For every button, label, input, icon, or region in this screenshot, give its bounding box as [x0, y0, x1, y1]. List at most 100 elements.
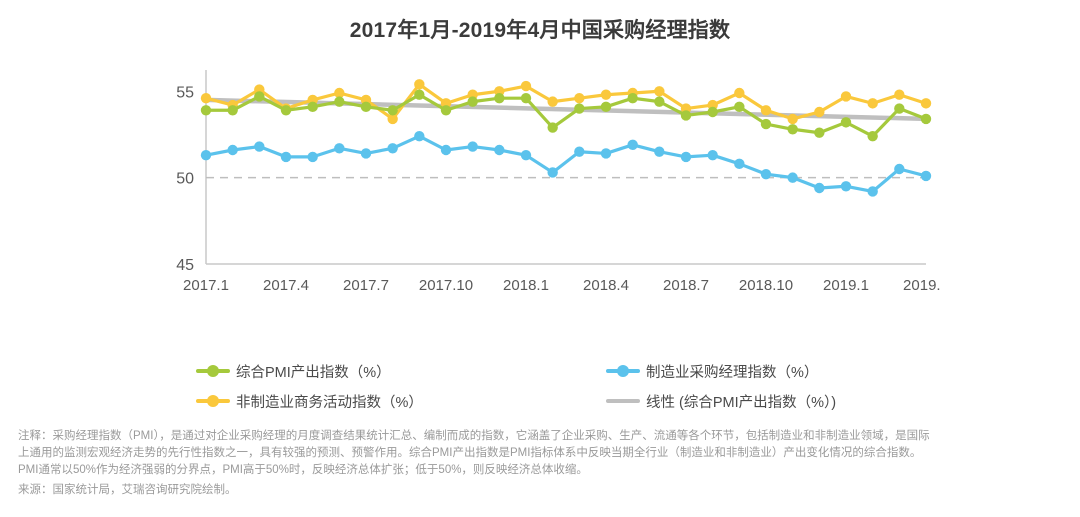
data-point[interactable] — [547, 122, 558, 133]
source-line: 来源：国家统计局，艾瑞咨询研究院绘制。 — [18, 484, 237, 496]
data-point[interactable] — [600, 101, 612, 113]
data-point[interactable] — [840, 181, 852, 192]
data-point[interactable] — [787, 172, 798, 183]
data-point[interactable] — [387, 143, 398, 154]
data-point[interactable] — [467, 96, 478, 107]
series-group — [200, 89, 932, 142]
data-point[interactable] — [760, 118, 772, 130]
data-point[interactable] — [334, 87, 345, 99]
data-point[interactable] — [307, 101, 318, 113]
legend-item[interactable]: 线性 (综合PMI产出指数（%）) — [606, 390, 836, 412]
data-point[interactable] — [840, 117, 852, 128]
x-axis-tick-label: 2017.7 — [343, 277, 389, 294]
x-axis-tick-label: 2017.10 — [419, 277, 473, 294]
data-point[interactable] — [254, 91, 265, 102]
data-point[interactable] — [814, 127, 825, 138]
data-point[interactable] — [200, 149, 212, 161]
data-point[interactable] — [440, 144, 452, 156]
data-point[interactable] — [440, 105, 452, 116]
data-point[interactable] — [760, 168, 772, 180]
data-point[interactable] — [414, 130, 425, 142]
data-point[interactable] — [227, 144, 238, 156]
data-point[interactable] — [680, 151, 692, 163]
data-point[interactable] — [467, 141, 478, 152]
data-point[interactable] — [627, 92, 638, 104]
legend-marker-icon — [196, 394, 230, 408]
data-point[interactable] — [520, 149, 532, 161]
data-point[interactable] — [734, 101, 745, 113]
data-point[interactable] — [520, 80, 532, 92]
data-point[interactable] — [920, 113, 932, 125]
data-point[interactable] — [254, 141, 265, 152]
data-point[interactable] — [414, 89, 425, 100]
data-point[interactable] — [200, 105, 212, 116]
data-point[interactable] — [734, 158, 745, 170]
data-point[interactable] — [494, 144, 505, 156]
legend-marker-icon — [196, 364, 230, 378]
data-point[interactable] — [734, 87, 745, 99]
data-point[interactable] — [600, 89, 612, 100]
data-point[interactable] — [574, 103, 585, 114]
data-point[interactable] — [920, 170, 932, 182]
data-point[interactable] — [814, 106, 825, 118]
data-point[interactable] — [707, 106, 718, 118]
x-axis-tick-label: 2017.1 — [183, 277, 229, 294]
legend-item[interactable]: 综合PMI产出指数（%） — [196, 360, 391, 382]
data-point[interactable] — [574, 146, 585, 157]
data-point[interactable] — [334, 143, 345, 154]
data-point[interactable] — [894, 163, 905, 175]
data-point[interactable] — [600, 148, 612, 159]
x-axis-tick-label: 2018.10 — [739, 277, 793, 294]
legend-marker-icon — [606, 364, 640, 378]
data-point[interactable] — [787, 113, 798, 125]
data-point[interactable] — [894, 103, 905, 114]
data-point[interactable] — [387, 113, 398, 125]
legend-item[interactable]: 制造业采购经理指数（%） — [606, 360, 818, 382]
data-point[interactable] — [280, 151, 292, 163]
data-point[interactable] — [867, 130, 878, 142]
footnote-block: 注释：采购经理指数（PMI），是通过对企业采购经理的月度调查结果统计汇总、编制而… — [18, 428, 1066, 499]
legend-item-label: 制造业采购经理指数（%） — [646, 364, 819, 381]
data-point[interactable] — [387, 105, 398, 116]
data-point[interactable] — [627, 139, 638, 151]
data-point[interactable] — [334, 96, 345, 107]
data-point[interactable] — [360, 101, 372, 113]
data-point[interactable] — [307, 151, 318, 163]
data-point[interactable] — [227, 105, 238, 116]
pmi-line-chart: 45 50 55 2017.1 2017.4 2017.7 2017.10 2018.1 201… — [176, 70, 940, 294]
data-point[interactable] — [494, 92, 505, 104]
data-point[interactable] — [920, 98, 932, 109]
data-point[interactable] — [680, 110, 692, 121]
data-point[interactable] — [414, 79, 425, 90]
chart-plot-area: 45 50 55 2017.1 2017.4 2017.7 2017.10 2018.1 201… — [150, 60, 940, 320]
data-point[interactable] — [654, 146, 665, 157]
data-point[interactable] — [360, 148, 372, 159]
data-point[interactable] — [760, 105, 772, 116]
series-line — [204, 134, 928, 194]
footnote-line-3: PMI通常以50%作为经济强弱的分界点，PMI高于50%时，反映经济总体扩张；低… — [18, 464, 588, 476]
x-axis-tick-label: 2019.1 — [823, 277, 869, 294]
legend-item[interactable]: 非制造业商务活动指数（%） — [196, 390, 423, 412]
data-point[interactable] — [787, 124, 798, 135]
x-axis-tick-label: 2018.4 — [583, 277, 629, 294]
data-point[interactable] — [814, 182, 825, 194]
data-point[interactable] — [707, 149, 718, 161]
data-point[interactable] — [547, 167, 558, 178]
data-point[interactable] — [840, 91, 852, 102]
x-axis-tick-label: 2017.4 — [263, 277, 309, 294]
data-point[interactable] — [867, 186, 878, 197]
data-point[interactable] — [574, 92, 585, 104]
series-line — [204, 93, 928, 138]
data-point[interactable] — [200, 92, 212, 104]
data-point[interactable] — [280, 105, 292, 116]
data-point[interactable] — [654, 96, 665, 107]
data-point[interactable] — [894, 89, 905, 100]
page-title: 2017年1月-2019年4月中国采购经理指数 — [349, 19, 731, 42]
data-point[interactable] — [520, 92, 532, 104]
data-point[interactable] — [867, 98, 878, 109]
legend-marker-icon — [606, 394, 640, 408]
data-point[interactable] — [547, 96, 558, 107]
data-point[interactable] — [654, 86, 665, 97]
x-axis-tick-label: 2018.1 — [503, 277, 549, 294]
